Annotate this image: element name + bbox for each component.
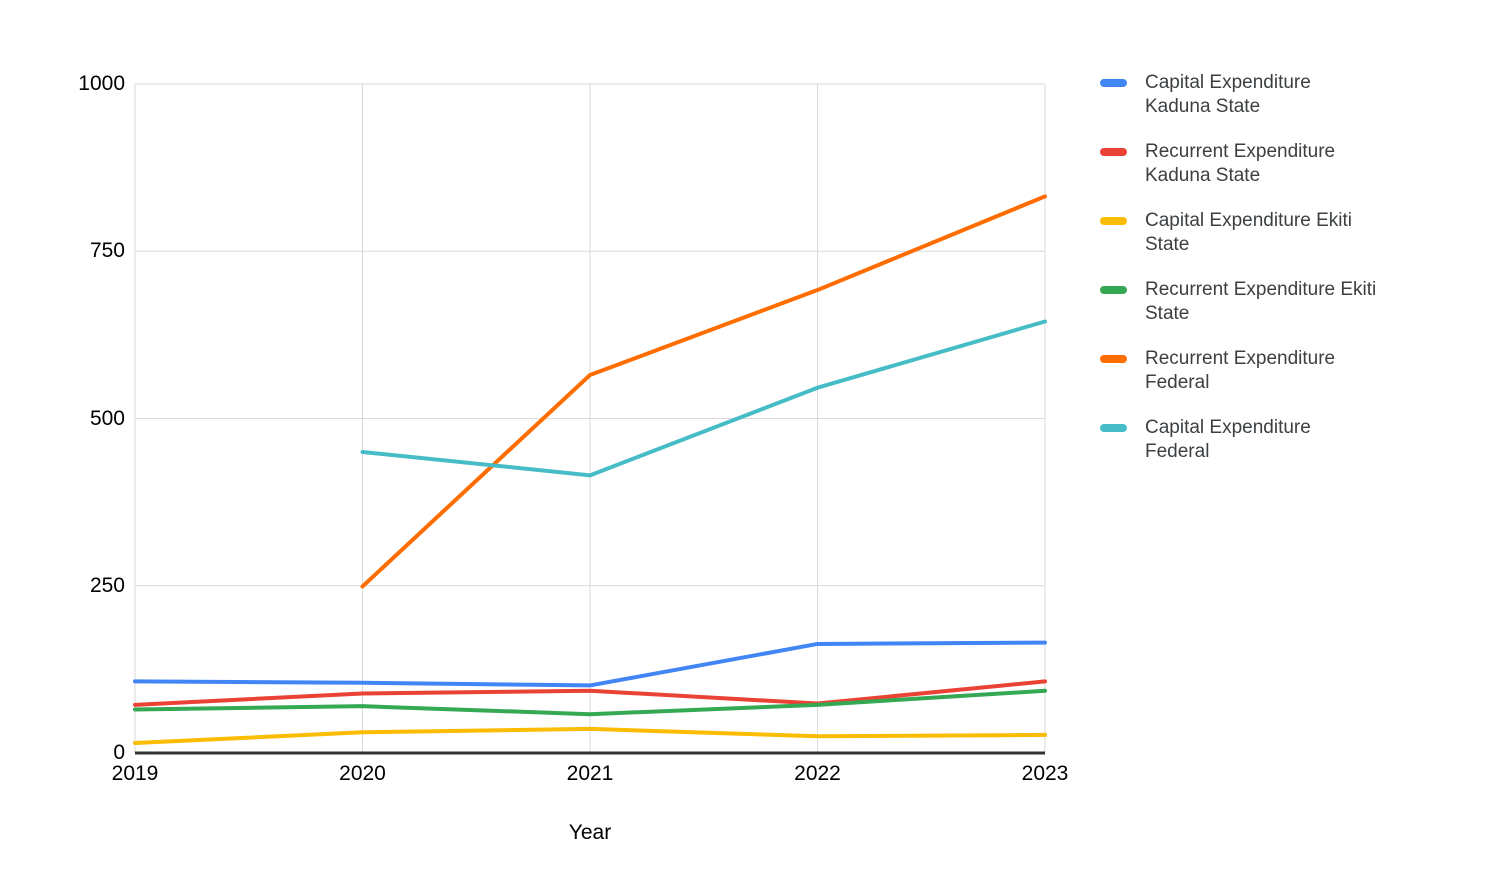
legend-item[interactable]: Capital Expenditure Federal — [1100, 416, 1480, 464]
legend-label: Recurrent Expenditure Kaduna State — [1145, 141, 1336, 186]
series-line — [360, 319, 1047, 478]
y-tick-label: 0 — [113, 741, 125, 764]
legend-swatch-icon — [1100, 217, 1127, 225]
legend-swatch-icon — [1100, 355, 1127, 363]
x-tick-label: 2021 — [566, 762, 614, 785]
series-line — [133, 726, 1047, 745]
y-tick-label: 500 — [89, 406, 125, 430]
legend-item[interactable]: Recurrent Expenditure Federal — [1100, 347, 1480, 395]
x-tick-label: 2023 — [1021, 762, 1069, 785]
legend-item[interactable]: Recurrent Expenditure Ekiti State — [1100, 278, 1480, 326]
chart-legend: Capital Expenditure Kaduna State Recurrent… — [1100, 71, 1480, 464]
x-tick-label: 2020 — [339, 762, 386, 785]
y-tick-label: 250 — [89, 573, 125, 597]
x-tick-label: 2022 — [794, 762, 841, 785]
legend-label: Recurrent Expenditure Ekiti State — [1145, 279, 1377, 324]
legend-swatch-icon — [1100, 148, 1127, 156]
legend-swatch-icon — [1100, 424, 1127, 432]
legend-item[interactable]: Capital Expenditure Ekiti State — [1100, 209, 1480, 257]
legend-label: Capital Expenditure Ekiti State — [1145, 210, 1352, 255]
legend-swatch-icon — [1100, 286, 1127, 294]
y-tick-label: 1000 — [78, 72, 125, 95]
series-line — [133, 679, 1047, 707]
x-axis-title: Year — [568, 821, 612, 844]
legend-swatch-icon — [1100, 79, 1127, 87]
series-line — [133, 640, 1047, 688]
x-tick-label: 2019 — [111, 762, 159, 785]
legend-label: Recurrent Expenditure Federal — [1145, 348, 1336, 393]
series-line — [360, 194, 1047, 589]
legend-label: Capital Expenditure Kaduna State — [1145, 72, 1311, 117]
legend-label: Capital Expenditure Federal — [1145, 417, 1311, 462]
legend-item[interactable]: Capital Expenditure Kaduna State — [1100, 71, 1480, 119]
series-line — [133, 688, 1047, 717]
y-tick-label: 750 — [89, 239, 125, 263]
legend-item[interactable]: Recurrent Expenditure Kaduna State — [1100, 140, 1480, 188]
